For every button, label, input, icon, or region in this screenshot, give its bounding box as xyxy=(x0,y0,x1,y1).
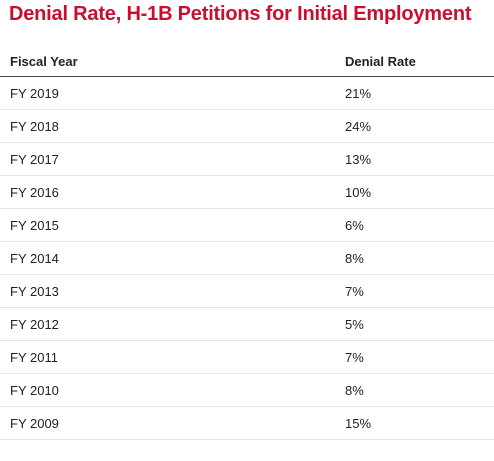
column-header: Denial Rate xyxy=(345,54,416,69)
table-cell: FY 2013 xyxy=(10,284,59,299)
table-row: FY 2017 13% xyxy=(0,143,494,176)
table-cell: FY 2018 xyxy=(10,119,59,134)
table-cell: 21% xyxy=(345,86,372,101)
header-row: Fiscal Year Denial Rate xyxy=(0,46,494,77)
table-cell: 7% xyxy=(345,284,364,299)
column-header: Fiscal Year xyxy=(10,54,78,69)
table-row: FY 2014 8% xyxy=(0,242,494,275)
table-cell: FY 2011 xyxy=(10,350,58,365)
title: Denial Rate, H-1B Petitions for Initial … xyxy=(9,3,472,25)
table-row: FY 2018 24% xyxy=(0,110,494,143)
table-cell: 24% xyxy=(345,119,372,134)
table-row: FY 2015 6% xyxy=(0,209,494,242)
table-cell: 5% xyxy=(345,317,364,332)
table-cell: FY 2014 xyxy=(10,251,59,266)
table-row: FY 2011 7% xyxy=(0,341,494,374)
table-cell: 10% xyxy=(345,185,372,200)
table: Fiscal Year Denial Rate FY 2019 21% FY 2018 2… xyxy=(0,46,494,440)
table-row: FY 2012 5% xyxy=(0,308,494,341)
table-cell: 15% xyxy=(345,416,372,431)
table-row: FY 2016 10% xyxy=(0,176,494,209)
table-row: FY 2013 7% xyxy=(0,275,494,308)
table-cell: 7% xyxy=(345,350,364,365)
table-row: FY 2009 15% xyxy=(0,407,494,440)
table-cell: FY 2016 xyxy=(10,185,59,200)
table-cell: FY 2019 xyxy=(10,86,59,101)
table-cell: 6% xyxy=(345,218,364,233)
table-cell: 13% xyxy=(345,152,372,167)
table-cell: FY 2015 xyxy=(10,218,59,233)
table-cell: FY 2017 xyxy=(10,152,59,167)
table-cell: 8% xyxy=(345,383,364,398)
table-cell: 8% xyxy=(345,251,364,266)
table-cell: FY 2009 xyxy=(10,416,59,431)
table-cell: FY 2010 xyxy=(10,383,59,398)
table-row: FY 2019 21% xyxy=(0,77,494,110)
table-row: FY 2010 8% xyxy=(0,374,494,407)
table-cell: FY 2012 xyxy=(10,317,59,332)
